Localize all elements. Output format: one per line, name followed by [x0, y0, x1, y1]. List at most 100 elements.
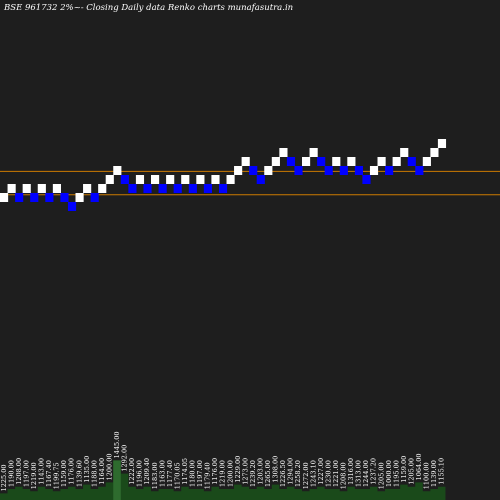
volume-area [0, 460, 446, 500]
volume-label: 1222.00 [128, 458, 136, 485]
renko-brick-up [422, 157, 431, 166]
renko-brick-up [264, 166, 273, 175]
volume-label: 1188.00 [90, 460, 98, 487]
renko-brick-down [249, 166, 258, 175]
renko-brick-up [279, 148, 288, 157]
volume-label: 1209.40 [143, 458, 151, 485]
volume-label: 1159.00 [400, 456, 408, 483]
renko-brick-up [309, 148, 318, 157]
volume-label: 1167.40 [45, 460, 53, 487]
volume-label: 1163.00 [158, 460, 166, 487]
renko-brick-up [226, 175, 235, 184]
volume-label: 1197.00 [196, 460, 204, 487]
volume-label: 1176.00 [211, 458, 219, 485]
volume-label: 1177.40 [166, 460, 174, 487]
renko-brick-down [203, 184, 212, 193]
renko-brick-down [30, 193, 39, 202]
volume-label: 1143.00 [38, 458, 46, 485]
volume-label: 1219.00 [30, 462, 38, 489]
renko-brick-down [15, 193, 24, 202]
renko-brick-up [302, 157, 311, 166]
volume-label: 1199.75 [53, 462, 61, 489]
renko-brick-down [173, 184, 182, 193]
renko-brick-up [98, 184, 107, 193]
renko-brick-up [22, 184, 31, 193]
renko-brick-down [294, 166, 303, 175]
volume-label: 1208.00 [15, 458, 23, 485]
volume-label: 1258.20 [294, 460, 302, 487]
volume-label: 1221.00 [332, 460, 340, 487]
renko-brick-up [113, 166, 122, 175]
volume-label: 1205.00 [377, 462, 385, 489]
renko-brick-up [166, 175, 175, 184]
renko-brick-down [45, 193, 54, 202]
renko-brick-up [241, 157, 250, 166]
volume-label: 1265.00 [264, 460, 272, 487]
volume-bar-highlight [113, 460, 121, 500]
volume-label: 1190.00 [7, 460, 15, 487]
volume-label: 1176.00 [68, 458, 76, 485]
volume-label: 1203.00 [256, 458, 264, 485]
volume-label: 1064.00 [415, 454, 423, 481]
renko-brick-up [347, 157, 356, 166]
renko-brick-up [211, 175, 220, 184]
renko-brick-down [128, 184, 137, 193]
volume-label: 1313.00 [355, 460, 363, 487]
volume-label: 1272.00 [302, 462, 310, 489]
volume-label: 1230.00 [324, 460, 332, 487]
renko-brick-down [120, 175, 129, 184]
renko-brick-down [415, 166, 424, 175]
volume-label: 1196.00 [136, 460, 144, 487]
volume-label: 1225.00 [0, 465, 8, 492]
volume-label: 1208.00 [340, 462, 348, 489]
renko-brick-up [234, 166, 243, 175]
renko-brick-up [83, 184, 92, 193]
volume-label: 1164.00 [98, 458, 106, 485]
renko-brick-up [196, 175, 205, 184]
renko-brick-down [256, 175, 265, 184]
renko-bricks [0, 139, 447, 211]
volume-label: 1100.00 [423, 462, 431, 489]
volume-label: 1197.00 [22, 460, 30, 487]
renko-brick-down [218, 184, 228, 193]
renko-brick-down [407, 157, 416, 166]
volume-label: 1139.00 [430, 460, 438, 487]
renko-brick-down [362, 175, 371, 184]
volume-label: 1159.00 [60, 460, 68, 487]
renko-brick-down [67, 202, 77, 211]
volume-label: 1273.00 [241, 458, 249, 485]
renko-brick-up [400, 148, 409, 157]
volume-label: 1445.00 [113, 432, 121, 459]
volume-label: 1179.40 [204, 462, 212, 489]
renko-brick-down [286, 157, 296, 166]
renko-brick-down [60, 193, 69, 202]
renko-brick-up [271, 157, 280, 166]
renko-brick-up [332, 157, 341, 166]
volume-label: 1243.10 [309, 460, 317, 487]
volume-label: 1292.00 [121, 445, 129, 472]
renko-brick-up [377, 157, 386, 166]
volume-label: 1200.00 [105, 454, 113, 481]
volume-label: 1200.00 [226, 460, 234, 487]
renko-brick-up [392, 157, 401, 166]
renko-brick-up [0, 193, 9, 202]
volume-label: 1244.00 [362, 460, 370, 487]
volume-labels: 1225.00 1190.00 1208.00 1197.00 1219.00 1143.… [0, 432, 446, 492]
volume-label: 1226.50 [279, 460, 287, 487]
volume-label: 1000.00 [385, 460, 393, 487]
volume-label: 1308.00 [272, 456, 280, 483]
volume-label: 1174.05 [181, 458, 189, 485]
volume-label: 1294.00 [287, 458, 295, 485]
renko-brick-up [105, 175, 114, 184]
renko-brick-down [324, 166, 333, 175]
renko-brick-down [317, 157, 326, 166]
renko-brick-down [158, 184, 167, 193]
renko-brick-up [37, 184, 46, 193]
volume-label: 1219.00 [219, 460, 227, 487]
renko-brick-up [369, 166, 379, 175]
volume-label: 1205.00 [407, 458, 415, 485]
chart-title: BSE 961732 2%~- Closing Daily data Renko… [4, 3, 294, 13]
renko-brick-down [90, 193, 99, 202]
renko-brick-up [52, 184, 61, 193]
renko-brick-up [430, 148, 439, 157]
